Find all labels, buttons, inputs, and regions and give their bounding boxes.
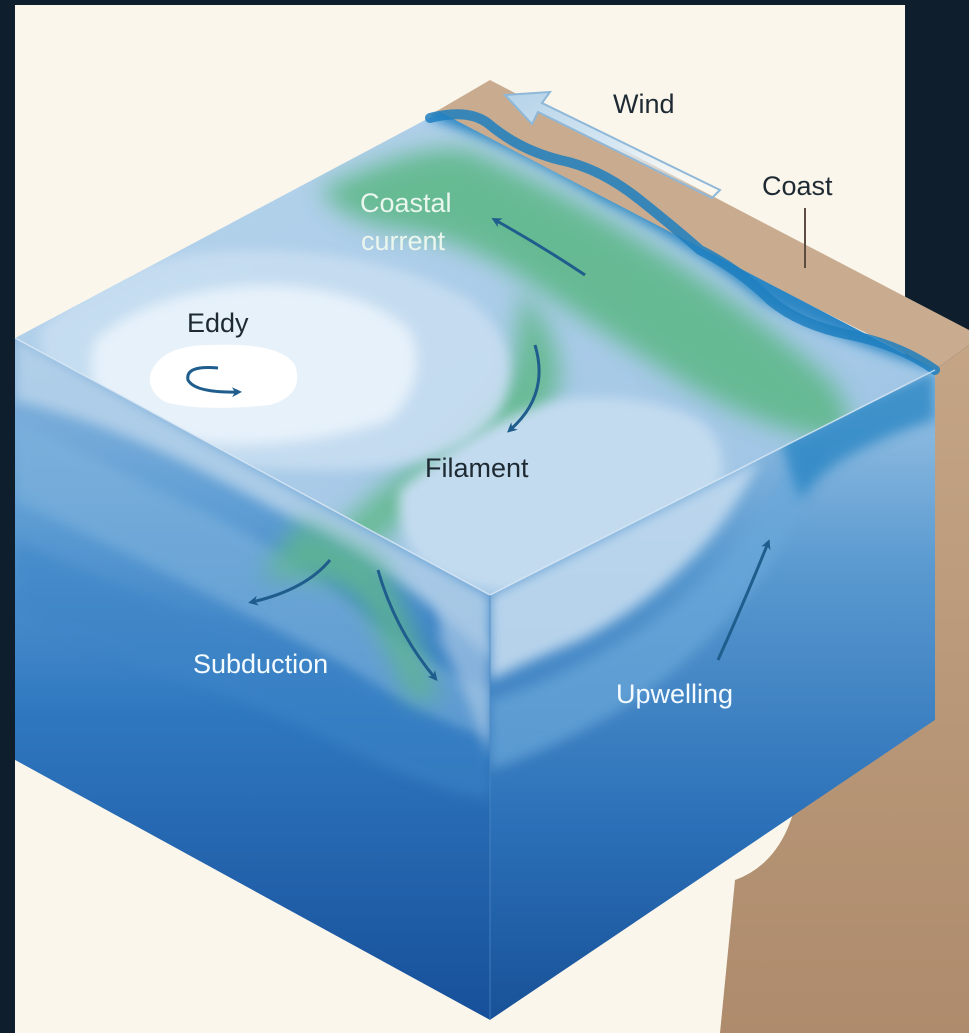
ocean-front-face <box>15 338 490 1020</box>
coastline-edge <box>425 109 940 375</box>
subduction-arrow-left <box>248 559 332 606</box>
land-top-surface <box>430 80 969 370</box>
label-upwelling: Upwelling <box>616 679 733 709</box>
label-subduction: Subduction <box>193 649 328 679</box>
coastal-current-arrow <box>491 218 586 277</box>
label-coast: Coast <box>762 171 833 201</box>
wind-arrow <box>502 90 722 200</box>
ocean-right-face <box>490 370 935 1020</box>
label-filament: Filament <box>425 453 529 483</box>
label-coastal-current-line1: Coastal <box>360 188 452 218</box>
label-coastal-current-line2: current <box>361 226 446 256</box>
label-wind: Wind <box>613 89 675 119</box>
label-eddy: Eddy <box>187 308 249 338</box>
upwelling-arrow <box>716 539 771 661</box>
filament-arrow <box>506 344 541 433</box>
subduction-arrow-down <box>376 569 438 682</box>
eddy-rotation-arrow <box>186 366 242 398</box>
